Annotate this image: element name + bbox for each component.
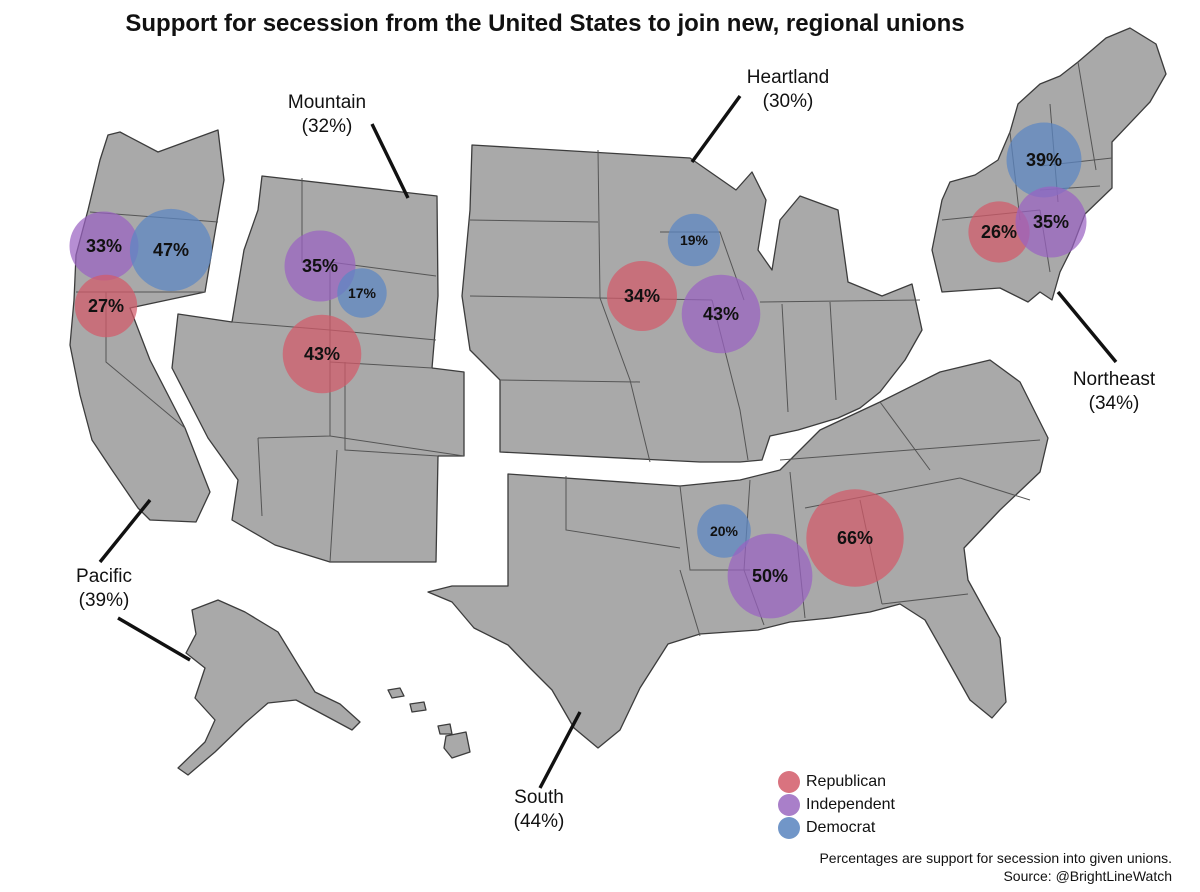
- bubble-label-mountain-independent: 35%: [302, 256, 338, 276]
- footnote-source: Source: @BrightLineWatch: [1003, 868, 1172, 884]
- bubble-heartland-democrat: [667, 213, 721, 267]
- bubble-northeast-republican: [968, 201, 1030, 263]
- region-label-mountain: Mountain (32%): [288, 91, 366, 139]
- bubble-label-heartland-democrat: 19%: [680, 232, 709, 248]
- bubble-mountain-independent: [284, 230, 356, 302]
- region-shape-hawaii-1: [387, 687, 405, 699]
- bubble-heartland-independent: [681, 274, 761, 354]
- bubble-south-democrat: [697, 504, 751, 558]
- legend-swatch-independent: [778, 793, 800, 816]
- region-shape-alaska: [177, 599, 361, 776]
- bubble-mountain-republican: [282, 314, 362, 394]
- region-shape-hawaii-3: [437, 723, 453, 735]
- region-name: Northeast: [1072, 369, 1156, 390]
- legend-swatch-republican: [778, 770, 800, 793]
- bubble-label-northeast-republican: 26%: [981, 222, 1017, 242]
- region-label-south: South (44%): [514, 786, 565, 834]
- bubble-pacific-republican: [74, 274, 138, 338]
- bubble-label-south-independent: 50%: [752, 566, 788, 586]
- bubble-south-independent: [727, 533, 813, 619]
- region-name: Mountain: [287, 92, 367, 113]
- region-label-heartland: Heartland (30%): [747, 66, 829, 114]
- region-label-pacific: Pacific (39%): [76, 565, 132, 613]
- leader-line-pacific: [98, 498, 152, 564]
- bubble-label-heartland-republican: 34%: [624, 286, 660, 306]
- region-shape-hawaii-2: [409, 701, 427, 713]
- legend-item-independent: Independent: [778, 793, 895, 816]
- leader-line-alaska: [117, 616, 191, 662]
- region-name: South: [514, 787, 564, 808]
- region-overall: (34%): [1088, 393, 1140, 414]
- bubble-label-pacific-democrat: 47%: [153, 240, 189, 260]
- legend: Republican Independent Democrat: [778, 770, 895, 839]
- region-name: Heartland: [746, 67, 830, 88]
- bubble-label-pacific-republican: 27%: [88, 296, 124, 316]
- legend-item-democrat: Democrat: [778, 816, 895, 839]
- bubble-mountain-democrat: [337, 268, 387, 318]
- bubble-south-republican: [806, 489, 904, 587]
- chart-title: Support for secession from the United St…: [125, 10, 965, 37]
- region-overall: (44%): [513, 811, 565, 832]
- bubble-label-northeast-democrat: 39%: [1026, 150, 1062, 170]
- bubble-heartland-republican: [607, 261, 677, 331]
- party-bubbles: 33% 47% 27% 35% 17% 43% 19% 34% 43% 39% 26% 35% 20% 5…: [69, 122, 1087, 619]
- region-leader-lines: [98, 95, 1118, 789]
- bubble-label-heartland-independent: 43%: [703, 304, 739, 324]
- bubble-label-mountain-republican: 43%: [304, 344, 340, 364]
- legend-item-republican: Republican: [778, 770, 895, 793]
- region-shape-hawaii-4: [443, 731, 471, 759]
- region-overall: (39%): [78, 590, 130, 611]
- legend-label: Republican: [806, 772, 887, 790]
- region-name: Pacific: [76, 566, 132, 587]
- leader-line-heartland: [690, 95, 742, 163]
- leader-line-mountain: [370, 123, 410, 199]
- bubble-label-pacific-independent: 33%: [86, 236, 122, 256]
- bubble-label-south-democrat: 20%: [710, 523, 739, 539]
- footnote-note: Percentages are support for secession in…: [819, 850, 1172, 866]
- bubble-northeast-independent: [1015, 186, 1087, 258]
- region-land-shapes: [69, 27, 1167, 776]
- bubble-label-south-republican: 66%: [837, 528, 873, 548]
- bubble-label-northeast-independent: 35%: [1033, 212, 1069, 232]
- bubble-northeast-democrat: [1006, 122, 1082, 198]
- bubble-pacific-democrat: [129, 208, 213, 292]
- bubble-pacific-independent: [69, 211, 139, 281]
- region-label-northeast: Northeast (34%): [1073, 368, 1155, 416]
- legend-label: Democrat: [806, 818, 876, 836]
- legend-label: Independent: [806, 795, 895, 813]
- region-overall: (32%): [301, 116, 353, 137]
- leader-line-south: [538, 711, 582, 789]
- region-overall: (30%): [762, 91, 814, 112]
- legend-swatch-democrat: [778, 816, 800, 839]
- leader-line-northeast: [1056, 290, 1118, 364]
- bubble-label-mountain-democrat: 17%: [348, 285, 377, 301]
- footnote: Percentages are support for secession in…: [819, 849, 1172, 885]
